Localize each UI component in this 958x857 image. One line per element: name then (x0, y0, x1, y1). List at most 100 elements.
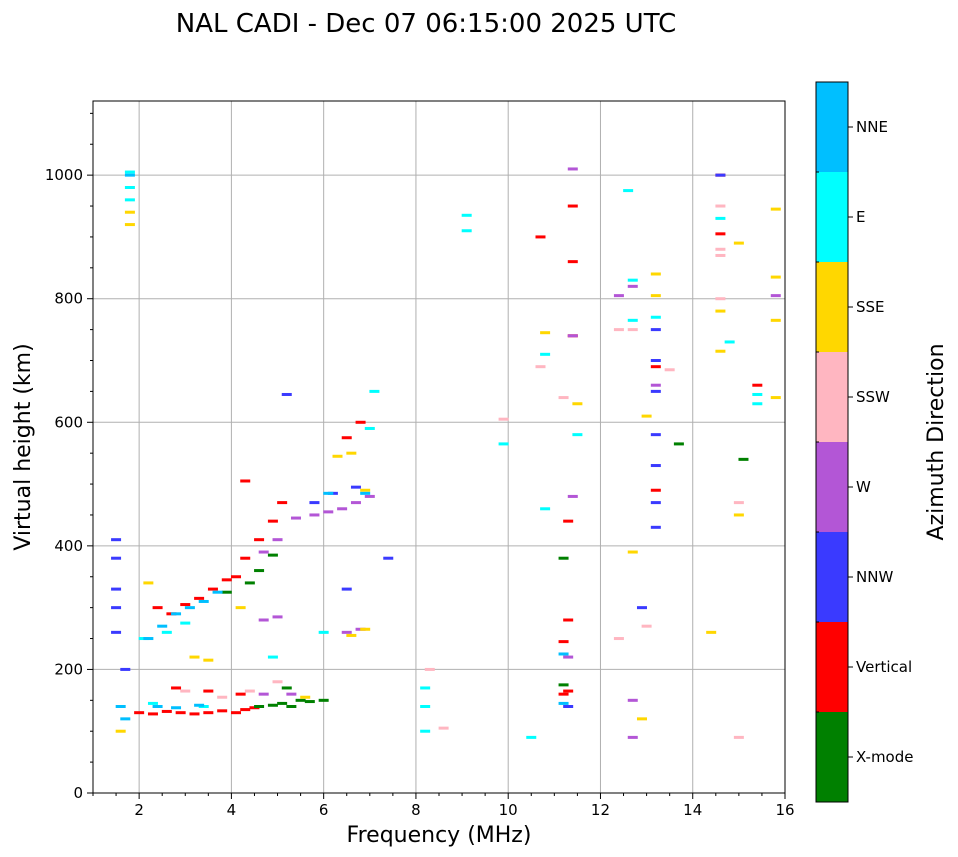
chart-title: NAL CADI - Dec 07 06:15:00 2025 UTC (176, 9, 676, 39)
echo-point-vertical (161, 709, 172, 713)
echo-point-w (290, 516, 301, 520)
colorbar-segment (816, 442, 848, 532)
echo-point-w (563, 655, 574, 659)
echo-point-x-mode (673, 442, 684, 446)
echo-point-sse (332, 454, 343, 458)
echo-point-vertical (152, 606, 163, 610)
echo-point-vertical (240, 556, 251, 560)
echo-point-vertical (355, 420, 366, 424)
x-tick-label: 2 (134, 801, 144, 819)
echo-point-vertical (194, 596, 205, 600)
echo-point-nnw (341, 587, 352, 591)
echo-point-nnw (636, 606, 647, 610)
echo-point-vertical (231, 711, 242, 715)
colorbar-label-x-mode: X-mode (856, 748, 913, 766)
echo-point-nnw (650, 328, 661, 332)
y-tick-label: 600 (54, 413, 83, 431)
colorbar-frame (815, 81, 849, 803)
echo-point-w (567, 494, 578, 498)
echo-point-e (752, 392, 763, 396)
colorbar-label: Azimuth Direction (924, 343, 949, 540)
colorbar-label-sse: SSE (856, 298, 885, 316)
echo-point-nnw (383, 556, 394, 560)
echo-point-sse (627, 550, 638, 554)
echo-point-ssw (627, 328, 638, 332)
colorbar-segment (816, 712, 848, 802)
echo-point-nnw (650, 501, 661, 505)
echo-point-e (364, 426, 375, 430)
x-tick-label: 10 (499, 801, 518, 819)
echo-point-nne (558, 701, 569, 705)
echo-point-sse (360, 488, 371, 492)
echo-point-sse (715, 349, 726, 353)
echo-point-sse (572, 402, 583, 406)
echo-point-vertical (341, 436, 352, 440)
colorbar-label-nnw: NNW (856, 568, 893, 586)
echo-point-ssw (180, 689, 191, 693)
colorbar-segment (816, 262, 848, 352)
grid-lines (93, 101, 785, 793)
echo-point-x-mode (318, 698, 329, 702)
echo-point-vertical (567, 260, 578, 264)
echo-point-nnw (111, 538, 122, 542)
echo-point-sse (124, 223, 135, 227)
echo-point-vertical (231, 575, 242, 579)
echo-point-e (124, 170, 135, 174)
echo-point-x-mode (738, 457, 749, 461)
echo-point-e (369, 389, 380, 393)
echo-point-nne (152, 705, 163, 708)
echo-point-nnw (350, 485, 361, 489)
echo-point-x-mode (558, 683, 569, 687)
colorbar-segment (816, 532, 848, 622)
echo-point-vertical (715, 232, 726, 236)
echo-point-vertical (563, 689, 574, 693)
echo-point-nnw (111, 606, 122, 610)
echo-point-w (770, 294, 781, 298)
echo-point-w (567, 167, 578, 171)
echo-point-w (364, 494, 375, 498)
echo-point-w (258, 618, 269, 622)
echo-point-e (180, 621, 191, 625)
echo-point-ssw (244, 689, 255, 693)
y-tick-label: 800 (54, 290, 83, 308)
echo-point-vertical (175, 711, 186, 715)
echo-point-sse (235, 606, 246, 610)
echo-point-ssw (715, 204, 726, 208)
echo-point-e (627, 318, 638, 322)
echo-point-e (715, 216, 726, 220)
echo-point-x-mode (267, 703, 278, 707)
echo-point-w (350, 501, 361, 505)
echo-point-ssw (641, 624, 652, 628)
echo-point-sse (650, 272, 661, 276)
colorbar-label-nne: NNE (856, 118, 888, 136)
colorbar-label-w: W (856, 478, 871, 496)
colorbar-label-vertical: Vertical (856, 658, 912, 676)
echo-point-ssw (715, 253, 726, 257)
echo-point-ssw (613, 637, 624, 641)
echo-point-nnw (650, 464, 661, 468)
echo-point-sse (203, 658, 214, 662)
echo-point-nne (558, 652, 569, 656)
y-axis-label: Virtual height (km) (11, 343, 36, 550)
echo-point-x-mode (244, 581, 255, 585)
echo-point-nnw (563, 705, 574, 708)
echo-point-ssw (715, 247, 726, 251)
echo-point-e (461, 229, 472, 233)
echo-point-x-mode (277, 701, 288, 705)
echo-point-nne (360, 491, 371, 495)
y-tick-label: 0 (73, 784, 83, 802)
echo-point-nnw (111, 630, 122, 634)
echo-point-vertical (134, 711, 145, 715)
echo-point-nnw (650, 525, 661, 529)
y-tick-label: 1000 (45, 166, 83, 184)
echo-point-x-mode (286, 705, 297, 708)
echo-point-sse (650, 294, 661, 298)
echo-point-vertical (558, 692, 569, 696)
echo-point-sse (733, 513, 744, 517)
echo-point-nnw (650, 433, 661, 437)
x-axis-ticks: 2 4 6 8 10 12 14 16 (92, 793, 795, 819)
echo-point-nne (194, 703, 205, 707)
echo-point-sse (770, 396, 781, 400)
echo-point-w (272, 538, 283, 542)
